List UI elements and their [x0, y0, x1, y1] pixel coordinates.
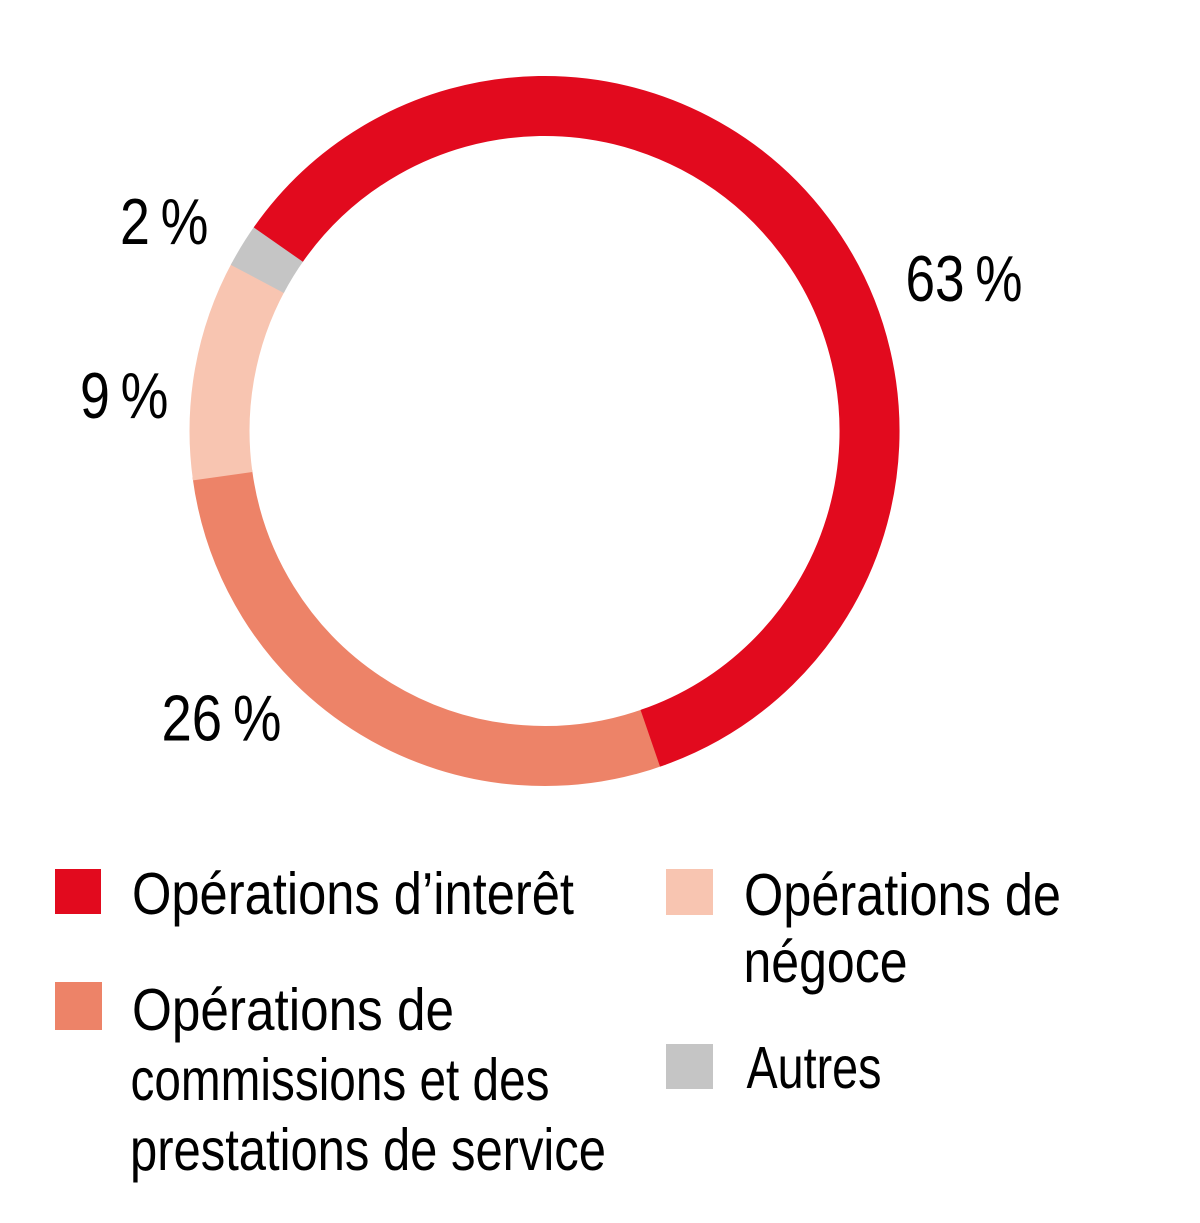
svg-text:négoce: négoce	[744, 929, 908, 995]
svg-text:63 %: 63 %	[906, 242, 1023, 315]
svg-text:9 %: 9 %	[80, 359, 169, 432]
svg-text:prestations de service: prestations de service	[130, 1117, 606, 1183]
svg-text:Opérations de: Opérations de	[132, 977, 454, 1043]
svg-text:26 %: 26 %	[162, 682, 282, 755]
svg-text:commissions et des: commissions et des	[131, 1047, 550, 1113]
svg-text:Autres: Autres	[747, 1035, 882, 1101]
svg-text:2 %: 2 %	[120, 185, 209, 258]
svg-text:Opérations d’interêt: Opérations d’interêt	[132, 861, 574, 927]
svg-text:Opérations de: Opérations de	[744, 862, 1061, 928]
